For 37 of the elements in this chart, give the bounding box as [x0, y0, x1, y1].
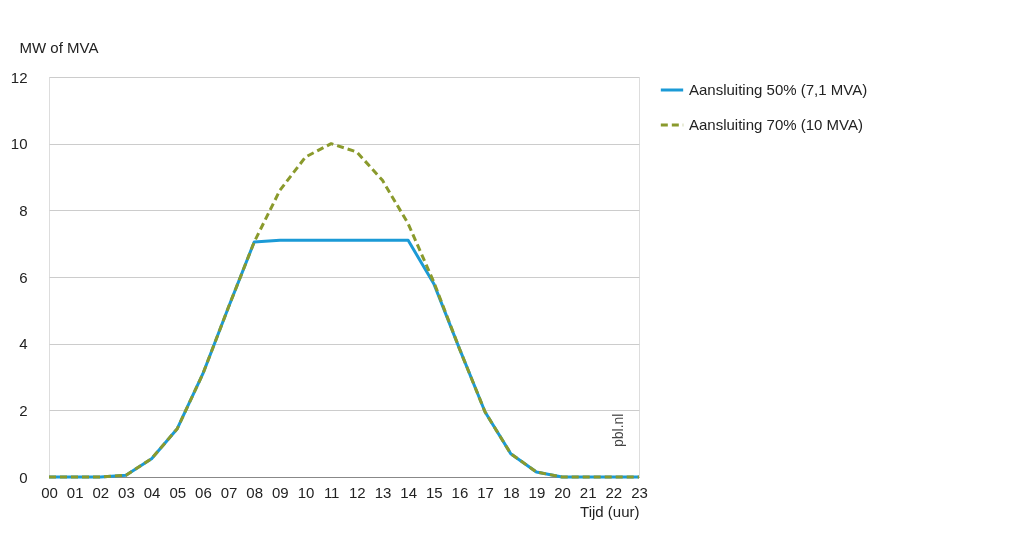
x-tick-label: 10 [297, 483, 315, 501]
y-tick-label: 12 [10, 68, 28, 86]
x-tick-label: 07 [220, 483, 238, 501]
x-tick-label: 12 [348, 483, 366, 501]
x-tick-label: 23 [631, 483, 648, 501]
legend-label: Aansluiting 70% (10 MVA) [689, 116, 863, 133]
y-tick-label: 2 [19, 401, 28, 419]
x-tick-label: 13 [374, 483, 392, 501]
x-tick-label: 21 [579, 483, 597, 501]
x-tick-label: 02 [92, 483, 110, 501]
x-tick-label: 08 [246, 483, 264, 501]
x-axis-title: Tijd (uur) [580, 502, 640, 520]
x-tick-label: 05 [169, 483, 187, 501]
annotation: pbl.nl [610, 413, 626, 447]
line-series [47, 142, 641, 479]
x-tick-label: 03 [118, 483, 135, 501]
x-tick-label: 16 [451, 483, 469, 501]
x-tick-label: 19 [528, 483, 546, 501]
x-tick-label: 15 [425, 483, 443, 501]
legend-label: Aansluiting 50% (7,1 MVA) [689, 81, 868, 98]
x-tick-label: 04 [143, 483, 161, 501]
y-axis-title: MW of MVA [19, 38, 99, 56]
y-tick-label: 0 [19, 468, 28, 486]
y-tick-label: 4 [19, 335, 28, 353]
y-tick-label: 6 [19, 268, 28, 286]
y-tick-label: 8 [19, 201, 28, 219]
x-tick-label: 00 [41, 483, 58, 501]
x-tick-label: 09 [272, 483, 289, 501]
x-tick-label: 01 [66, 483, 84, 501]
x-tick-label: 11 [323, 483, 340, 501]
y-tick-label: 10 [10, 135, 28, 153]
x-tick-label: 17 [477, 483, 494, 501]
x-tick-label: 06 [195, 483, 212, 501]
x-tick-label: 22 [605, 483, 623, 501]
x-tick-label: 14 [400, 483, 417, 501]
x-tick-label: 18 [502, 483, 520, 501]
x-tick-label: 20 [554, 483, 571, 501]
